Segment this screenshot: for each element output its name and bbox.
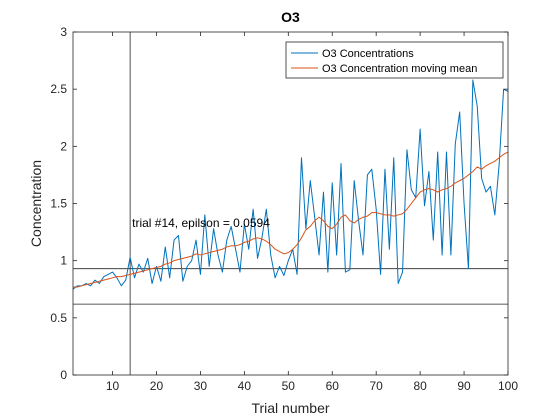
x-tick-label: 30 <box>194 379 208 393</box>
y-tick-label: 1 <box>60 254 67 268</box>
x-tick-label: 80 <box>413 379 427 393</box>
plot-area <box>73 32 508 375</box>
legend-box <box>285 41 504 79</box>
x-tick-label: 20 <box>150 379 164 393</box>
x-tick-label: 60 <box>326 379 340 393</box>
reference-lines <box>73 32 508 375</box>
y-tick-label: 0 <box>60 368 67 382</box>
chart-title: O3 <box>281 9 300 25</box>
x-tick-label: 70 <box>370 379 384 393</box>
x-tick-label: 100 <box>498 379 518 393</box>
series-line-concentrations <box>72 79 509 290</box>
x-axis-ticks: 10 20 30 40 50 60 70 80 90 100 <box>106 32 518 393</box>
series-line-moving-mean <box>73 151 509 288</box>
epsilon-annotation: trial #14, epilson = 0.0594 <box>132 216 270 230</box>
series-layer <box>72 79 509 290</box>
x-tick-label: 10 <box>106 379 120 393</box>
legend: O3 Concentrations O3 Concentration movin… <box>285 41 504 79</box>
y-axis-ticks: 0 0.5 1 1.5 2 2.5 3 <box>50 25 508 382</box>
legend-label-concentrations: O3 Concentrations <box>322 48 414 60</box>
y-tick-label: 2 <box>60 139 67 153</box>
x-tick-label: 50 <box>282 379 296 393</box>
y-tick-label: 1.5 <box>50 197 67 211</box>
y-tick-label: 2.5 <box>50 82 67 96</box>
x-tick-label: 90 <box>457 379 471 393</box>
x-tick-label: 40 <box>238 379 252 393</box>
y-axis-label: Concentration <box>28 160 44 247</box>
y-tick-label: 0.5 <box>50 311 67 325</box>
legend-label-moving-mean: O3 Concentration moving mean <box>322 63 477 75</box>
x-axis-label: Trial number <box>251 400 329 416</box>
y-tick-label: 3 <box>60 25 67 39</box>
